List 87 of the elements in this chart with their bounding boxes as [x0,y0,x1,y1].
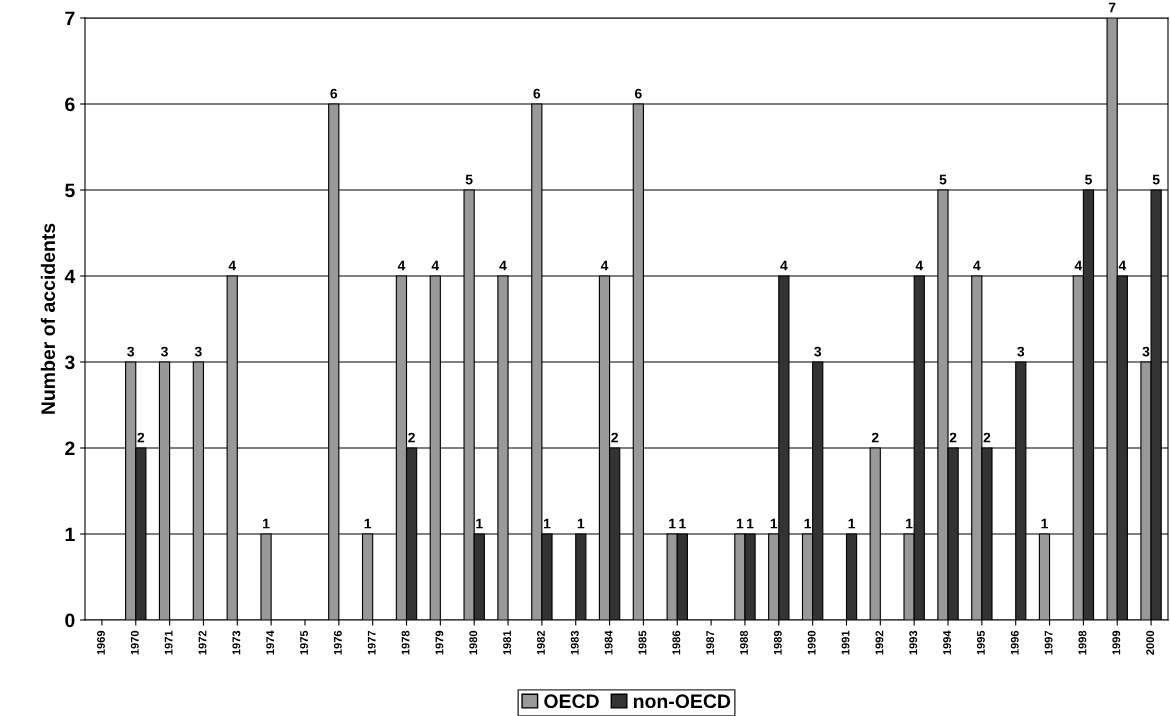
y-tick-label: 7 [65,11,75,26]
x-tick-label: 1985 [638,630,647,655]
data-label: 1 [736,518,744,529]
y-tick-label: 5 [65,183,75,198]
x-tick-label: 1979 [435,630,444,655]
y-tick-label: 2 [65,441,75,456]
data-label: 1 [747,518,754,529]
y-tick-label: 3 [64,355,75,370]
x-tick-label: 1989 [773,630,782,655]
data-label: 3 [127,346,135,357]
data-label: 5 [1152,174,1160,185]
x-tick-label: 1999 [1112,630,1121,655]
x-tick-label: 1976 [333,630,342,655]
x-tick-label: 1982 [537,630,545,655]
data-label: 1 [669,518,676,529]
data-label: 1 [577,518,585,529]
data-label: 3 [814,346,822,357]
y-axis-title: Number of accidents [40,223,56,414]
data-label: 2 [611,432,618,443]
data-label: 6 [634,88,642,99]
x-tick-label: 1998 [1078,630,1087,655]
data-label: 4 [1074,260,1083,271]
x-tick-label: 1981 [503,630,512,655]
x-tick-label: 1987 [706,630,715,655]
data-label: 1 [906,518,913,529]
y-tick-label: 1 [65,527,75,542]
legend-label: OECD [544,694,599,709]
x-tick-label: 1971 [164,630,173,655]
data-label: 3 [160,346,168,357]
x-tick-label: 1978 [401,630,410,655]
data-label: 3 [1142,346,1150,357]
data-label: 1 [848,518,856,529]
y-tick-label: 4 [64,269,76,284]
data-label: 4 [1118,260,1127,271]
x-tick-label: 1997 [1044,630,1053,655]
data-label: 3 [194,346,202,357]
data-label: 2 [137,432,145,443]
legend-label: non-OECD [633,694,731,709]
x-tick-label: 1995 [976,630,985,655]
x-tick-label: 1996 [1010,630,1019,655]
data-label: 4 [780,260,788,271]
data-label: 4 [228,260,237,271]
data-label: 5 [939,174,947,185]
x-tick-label: 1994 [943,630,951,655]
data-label: 2 [949,432,957,443]
data-label: 1 [364,518,372,529]
data-label: 4 [915,260,924,271]
data-label: 2 [983,432,991,443]
data-label: 1 [263,518,270,529]
data-label: 4 [973,260,981,271]
x-tick-label: 1993 [909,630,918,655]
data-label: 6 [330,88,338,99]
data-label: 1 [1041,518,1048,529]
data-label: 1 [679,518,686,529]
x-tick-label: 1991 [841,630,850,655]
x-tick-label: 1969 [97,630,105,655]
data-label: 1 [543,518,551,529]
data-label: 4 [499,260,507,271]
x-tick-label: 1975 [300,630,308,655]
x-tick-label: 1986 [672,630,681,655]
data-label: 6 [533,88,541,99]
y-tick-label: 6 [65,97,75,112]
data-label: 1 [476,518,483,529]
x-tick-label: 1973 [232,630,241,655]
data-label: 1 [804,518,812,529]
x-tick-label: 1974 [266,630,275,655]
x-tick-label: 1970 [130,630,139,655]
x-tick-label: 1988 [740,630,748,655]
data-label: 5 [1085,174,1092,185]
data-label: 1 [770,518,778,529]
y-tick-label: 0 [65,613,75,628]
x-tick-label: 1984 [604,630,613,655]
data-label: 3 [1017,346,1025,357]
x-tick-label: 2000 [1146,630,1155,655]
data-label: 4 [431,260,440,271]
data-label: 5 [465,174,473,185]
data-label: 7 [1108,2,1116,13]
x-tick-label: 1972 [198,630,207,655]
data-label: 2 [408,432,415,443]
x-tick-label: 1983 [570,630,579,655]
x-tick-label: 1992 [875,630,884,655]
x-tick-label: 1980 [469,630,478,655]
x-tick-label: 1977 [367,630,376,655]
data-label: 2 [871,432,879,443]
data-label: 4 [600,260,609,271]
x-tick-label: 1990 [807,630,816,655]
data-label: 4 [397,260,406,271]
